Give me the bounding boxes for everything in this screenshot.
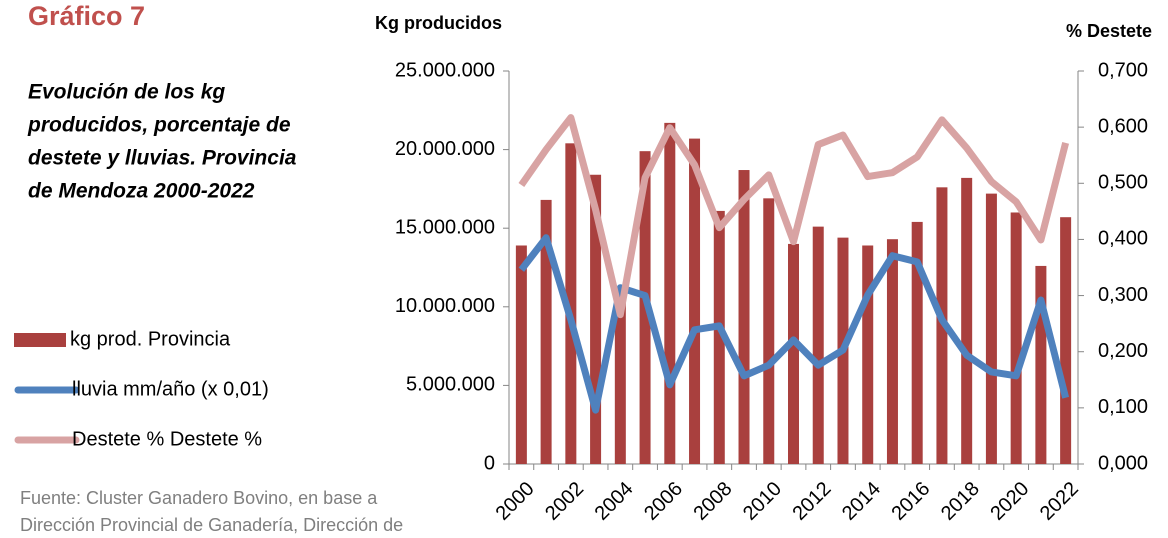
source-note: Dirección Provincial de Ganadería, Direc… — [20, 515, 403, 535]
x-tick-label: 2016 — [887, 478, 934, 525]
y2-tick-label: 0,000 — [1098, 452, 1148, 474]
x-tick-label: 2012 — [788, 478, 835, 525]
legend-swatch — [14, 333, 66, 347]
y2-axis-title: % Destete — [1066, 21, 1152, 41]
bar — [1060, 217, 1072, 464]
y2-tick-label: 0,300 — [1098, 284, 1148, 306]
bar — [590, 174, 602, 464]
bar — [763, 198, 775, 464]
bar — [713, 210, 725, 464]
bar — [812, 226, 824, 464]
subtitle: producidos, porcentaje de — [27, 114, 291, 137]
x-tick-label: 2018 — [937, 478, 984, 525]
y-tick-label: 15.000.000 — [395, 216, 495, 238]
line-series — [518, 114, 1070, 319]
bar — [886, 239, 898, 464]
y2-tick-label: 0,400 — [1098, 228, 1148, 250]
y2-tick-label: 0,700 — [1098, 59, 1148, 81]
subtitle: de Mendoza 2000-2022 — [28, 180, 255, 203]
y-tick-label: 5.000.000 — [406, 374, 495, 396]
y-tick-label: 10.000.000 — [395, 295, 495, 317]
x-tick-label: 2004 — [591, 478, 638, 525]
chart-title: Gráfico 7 — [28, 1, 145, 31]
y-tick-label: 25.000.000 — [395, 59, 495, 81]
y2-tick-label: 0,200 — [1098, 340, 1148, 362]
x-tick-label: 2022 — [1036, 478, 1083, 525]
y2-tick-label: 0,600 — [1098, 115, 1148, 137]
y2-tick-label: 0,100 — [1098, 396, 1148, 418]
bar — [565, 143, 577, 464]
bar — [961, 177, 973, 464]
bar — [985, 193, 997, 464]
bar — [515, 245, 527, 464]
line-series — [518, 234, 1070, 414]
source-note: Fuente: Cluster Ganadero Bovino, en base… — [20, 488, 378, 508]
legend-label: lluvia mm/año (x 0,01) — [72, 378, 269, 400]
y2-tick-label: 0,500 — [1098, 172, 1148, 194]
x-tick-label: 2020 — [986, 478, 1033, 525]
subtitle: destete y lluvias. Provincia — [28, 147, 297, 170]
x-tick-label: 2000 — [492, 478, 539, 525]
bar — [540, 199, 552, 465]
bar — [664, 122, 676, 464]
bar — [738, 170, 750, 464]
y-axis-title: Kg producidos — [375, 13, 502, 33]
x-tick-label: 2006 — [640, 478, 687, 525]
legend-label: kg prod. Provincia — [70, 328, 231, 350]
y-tick-label: 0 — [484, 452, 495, 474]
bar — [1035, 265, 1047, 464]
x-tick-label: 2008 — [690, 478, 737, 525]
bar — [614, 287, 626, 464]
bar — [788, 243, 799, 464]
x-tick-label: 2014 — [838, 478, 885, 525]
x-tick-label: 2002 — [541, 478, 588, 525]
bar — [689, 138, 701, 464]
x-tick-label: 2010 — [739, 478, 786, 525]
legend-label: Destete % Destete % — [72, 428, 262, 450]
bar — [911, 221, 923, 464]
subtitle: Evolución de los kg — [28, 81, 225, 104]
y-tick-label: 20.000.000 — [395, 138, 495, 160]
bar — [862, 245, 874, 464]
bar — [1010, 212, 1022, 464]
